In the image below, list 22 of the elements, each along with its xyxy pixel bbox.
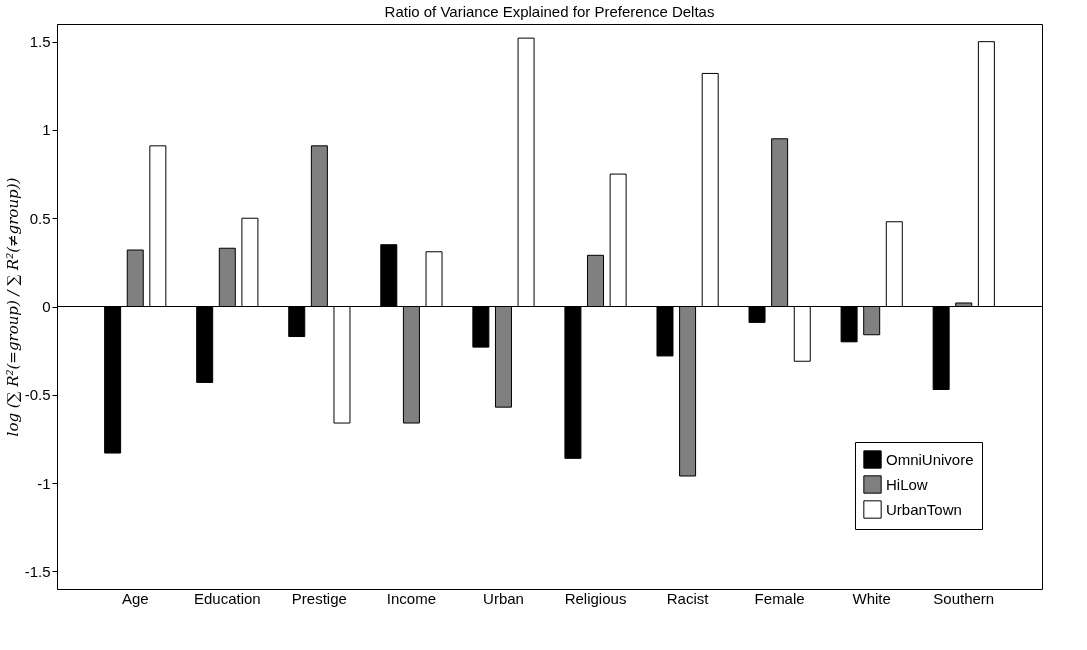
x-tick-label: Urban (483, 589, 524, 607)
y-tick-label: 0.5 (29, 209, 51, 227)
y-tick-label: 0 (42, 298, 51, 315)
legend-label: OmniUnivore (886, 450, 974, 468)
y-tick-label: 1.5 (29, 33, 51, 51)
y-tick-label: -0.5 (24, 386, 51, 404)
y-tick-label: -1.5 (24, 562, 51, 580)
chart-title: Ratio of Variance Explained for Preference Deltas (384, 3, 715, 20)
y-tick-label: -1 (37, 474, 51, 492)
x-tick-label: Southern (933, 589, 995, 607)
x-tick-label: Religious (564, 589, 627, 607)
legend-label: UrbanTown (886, 500, 962, 518)
y-axis-title: log (∑ R²(=group) / ∑ R²(≠group)) (3, 177, 22, 437)
x-tick-label: Education (193, 589, 261, 607)
y-tick-label: 1 (42, 121, 51, 139)
x-tick-label: Prestige (291, 589, 347, 607)
x-tick-label: White (852, 589, 891, 607)
x-tick-label: Racist (666, 589, 710, 607)
x-tick-label: Income (386, 589, 437, 607)
x-tick-label: Female (754, 589, 805, 607)
legend-label: HiLow (886, 475, 928, 493)
x-tick-label: Age (121, 589, 149, 607)
